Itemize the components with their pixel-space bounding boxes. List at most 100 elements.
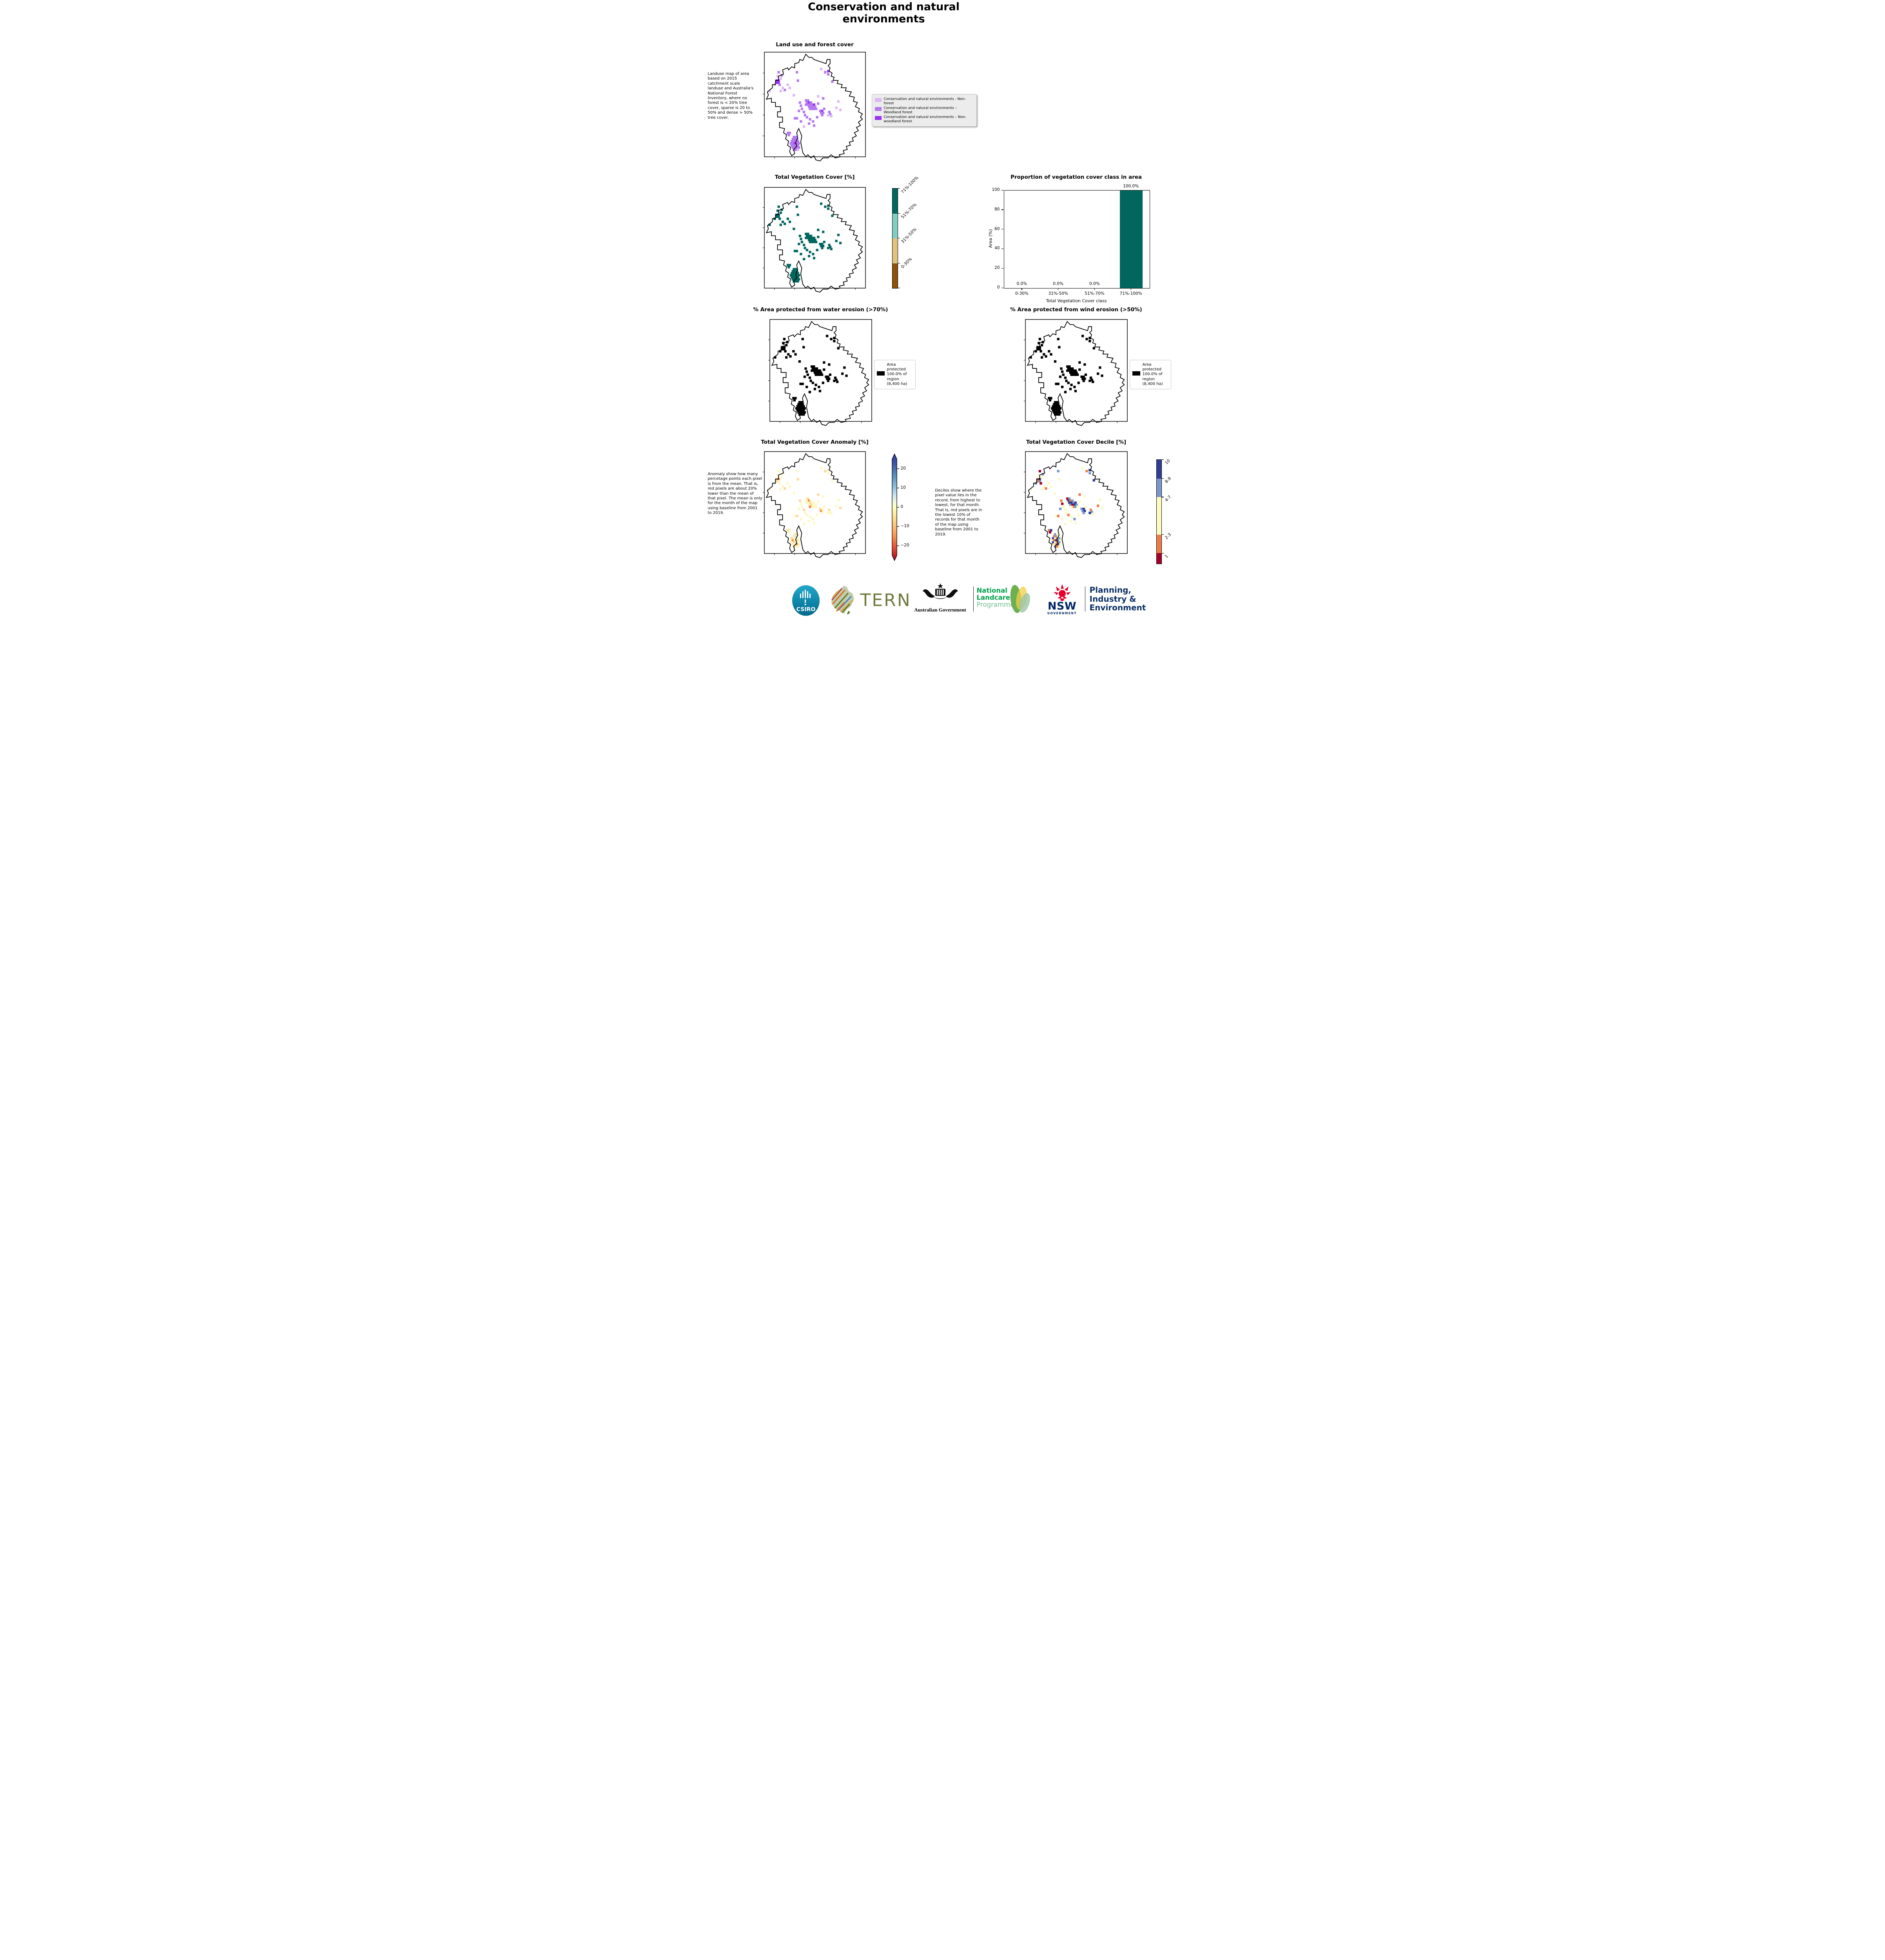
footer-divider — [973, 586, 974, 612]
y-axis-tick: 80 — [994, 207, 1000, 212]
csiro-icon: CSIRO — [792, 585, 820, 616]
decile-description: Deciles show where the pixel value lies … — [935, 488, 982, 537]
nlp-programme: Programme — [976, 601, 1014, 608]
landuse-title: Land use and forest cover — [776, 42, 854, 48]
colorbar-segment — [892, 238, 898, 263]
legend-label: Conservation and natural environments – … — [884, 106, 957, 114]
planning-line-3: Environment — [1089, 603, 1146, 612]
bar-chart-title: Proportion of vegetation cover class in … — [1010, 174, 1142, 180]
bar-value-label: 0.0% — [1016, 281, 1027, 286]
y-axis-tick: 100 — [992, 187, 1000, 192]
colorbar-segment — [892, 189, 898, 214]
water-erosion-map — [770, 319, 872, 421]
y-axis-tick: 40 — [994, 246, 1000, 251]
wind-erosion-legend: Area protected 100.0% of region (8,400 h… — [1129, 360, 1171, 390]
x-axis-tick: 51%-70% — [1085, 291, 1105, 296]
colorbar-segment — [1156, 478, 1161, 497]
leaves-icon — [1010, 585, 1030, 613]
colorbar-label: 4-7 — [1164, 495, 1172, 503]
tern-australia-icon — [831, 586, 854, 615]
landuse-map — [764, 52, 865, 157]
legend-item: Conservation and natural environments – … — [874, 106, 974, 114]
landcare-leaves — [1007, 583, 1032, 617]
nsw-text: NSW — [1047, 600, 1077, 612]
anomaly-title: Total Vegetation Cover Anomaly [%] — [761, 439, 869, 445]
colorbar-label: 0-30% — [900, 256, 913, 269]
nsw-waratah-icon — [1053, 584, 1071, 601]
wind-erosion-legend-label: Area protected 100.0% of region (8,400 h… — [1142, 363, 1163, 386]
australian-government-crest-icon — [922, 583, 958, 599]
x-axis-tick: 71%-100% — [1119, 291, 1142, 296]
landuse-description: Landuse map of area based on 2015 catchm… — [708, 72, 754, 120]
anomaly-map — [764, 452, 865, 554]
protected-area-swatch — [876, 371, 885, 376]
colorbar-segment — [892, 263, 898, 288]
legend-swatch — [874, 107, 882, 111]
anomaly-tick-label: 20 — [900, 466, 906, 471]
wind-erosion-map — [1025, 319, 1127, 421]
decile-map — [1025, 452, 1127, 554]
legend-swatch — [874, 116, 882, 120]
colorbar-segment — [1156, 553, 1161, 564]
planning-line-1: Planning, — [1089, 585, 1132, 595]
x-axis-label: Total Vegetation Cover class — [1046, 298, 1107, 303]
bar-chart-plot-area — [1003, 190, 1150, 289]
anomaly-colorbar: 20 10 0 −10 −20 — [891, 453, 935, 562]
water-erosion-legend: Area protected 100.0% of region (8,400 h… — [874, 360, 916, 390]
bar-value-label: 0.0% — [1089, 281, 1100, 286]
legend-label: Conservation and natural environments - … — [884, 97, 966, 105]
tern-logo: TERN — [827, 583, 910, 619]
colorbar-segment — [1156, 460, 1161, 479]
colorbar-label: 10 — [1164, 458, 1171, 466]
water-erosion-title: % Area protected from water erosion (>70… — [753, 307, 888, 313]
colorbar-label: 31%-50% — [900, 227, 918, 245]
planning-industry-environment-logo: Planning, Industry & Environment — [1090, 586, 1146, 612]
anomaly-tick-label: 0 — [900, 505, 903, 509]
planning-line-2: Industry & — [1089, 594, 1136, 604]
national-landcare-logo: National Landcare Programme — [977, 587, 1014, 608]
nsw-government-text: GOVERNMENT — [1047, 612, 1077, 615]
colorbar-label: 8-9 — [1164, 476, 1172, 484]
legend-item: Conservation and natural environments – … — [874, 115, 974, 123]
legend-label: Conservation and natural environments – … — [884, 115, 967, 123]
veg-cover-colorbar: 71%-100% 51%-70% 31%-50% 0-30% — [892, 175, 939, 289]
water-erosion-legend-label: Area protected 100.0% of region (8,400 h… — [887, 363, 907, 386]
bar-value-label: 100.0% — [1123, 184, 1139, 189]
bar-71%-100% — [1120, 191, 1143, 288]
nlp-line-2: Landcare — [976, 594, 1010, 601]
anomaly-tick-label: −20 — [900, 543, 909, 548]
australian-government-text: Australian Government — [914, 607, 966, 613]
csiro-logo: CSIRO — [791, 585, 820, 618]
colorbar-label: 51%-70% — [900, 202, 918, 220]
wind-erosion-title: % Area protected from wind erosion (>50%… — [1010, 307, 1142, 313]
anomaly-description: Anomaly show how many percetage points e… — [708, 472, 762, 515]
veg-cover-map — [764, 187, 865, 288]
footer-divider-2 — [1085, 586, 1086, 612]
anomaly-tick-label: −10 — [900, 524, 909, 529]
colorbar-segment — [1156, 534, 1161, 554]
colorbar-segment — [892, 213, 898, 238]
protected-area-swatch — [1132, 371, 1140, 376]
vegetation-bar-chart: 0 20 40 60 80 100 0.0% 0-30% 0.0% 31%-50% 0.0% 51%-… — [988, 184, 1150, 303]
page-title: Conservation and natural environments — [808, 1, 960, 25]
colorbar-segment — [1156, 497, 1161, 535]
y-axis-tick: 0 — [997, 285, 1000, 290]
veg-cover-title: Total Vegetation Cover [%] — [775, 174, 855, 180]
decile-title: Total Vegetation Cover Decile [%] — [1026, 439, 1127, 445]
x-axis-tick: 0-30% — [1015, 291, 1029, 296]
colorbar-label: 1 — [1164, 554, 1169, 559]
decile-colorbar: 10 8-9 4-7 2-3 1 — [1156, 458, 1178, 564]
bar-value-label: 0.0% — [1053, 281, 1063, 286]
anomaly-tick-label: 10 — [900, 485, 906, 490]
y-axis-tick: 20 — [994, 265, 1000, 270]
australian-government-logo: Australian Government — [911, 583, 970, 613]
legend-item: Conservation and natural environments - … — [874, 97, 974, 105]
nsw-government-logo: NSW GOVERNMENT — [1043, 583, 1082, 615]
legend-swatch — [874, 98, 882, 102]
colorbar-label: 2-3 — [1164, 532, 1172, 541]
nlp-line-1: National — [976, 587, 1007, 594]
landuse-legend: Conservation and natural environments - … — [871, 94, 977, 127]
csiro-text: CSIRO — [796, 606, 815, 613]
colorbar-label: 71%-100% — [900, 175, 920, 195]
y-axis-label: Area (%) — [987, 229, 993, 248]
